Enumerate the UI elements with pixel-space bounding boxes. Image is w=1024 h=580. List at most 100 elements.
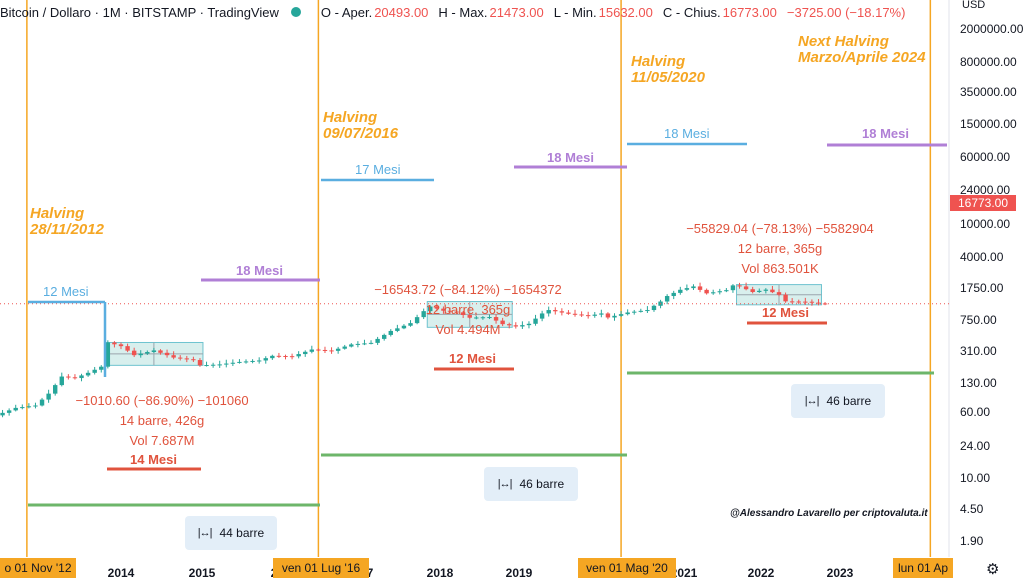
candle-body xyxy=(368,342,374,344)
bar-count-box-2[interactable]: |↔| 46 barre xyxy=(484,467,578,501)
candle-body xyxy=(39,399,45,406)
candle-body xyxy=(585,315,591,317)
candle-body xyxy=(599,313,604,315)
candle-body xyxy=(224,363,229,365)
candle-body xyxy=(125,346,130,351)
pre-halving-months-1: 12 Mesi xyxy=(43,284,89,299)
candle-body xyxy=(388,330,393,335)
bear-months-2: 12 Mesi xyxy=(449,351,496,366)
candle-body xyxy=(158,350,163,353)
drawdown-stats-3: −55829.04 (−78.13%) −5582904 12 barre, 36… xyxy=(686,221,874,276)
candle-body xyxy=(20,407,25,409)
candle-body xyxy=(210,364,216,366)
candle-body xyxy=(164,352,170,356)
candle-body xyxy=(803,301,808,303)
x-tick: 2014 xyxy=(107,566,135,580)
candle-body xyxy=(671,292,676,297)
x-crosshair-tag: lun 01 Ap xyxy=(893,558,953,578)
candle-body xyxy=(118,344,124,347)
y-tick: 130.00 xyxy=(960,376,997,390)
candle-body xyxy=(783,294,788,302)
candle-body xyxy=(151,350,157,352)
candle-body xyxy=(447,310,453,312)
currency-label[interactable]: USD xyxy=(962,0,986,11)
candle-body xyxy=(99,366,104,370)
candle-body xyxy=(401,325,407,329)
candle-body xyxy=(441,308,446,311)
low-label: L - Min. xyxy=(553,4,597,20)
candle-body xyxy=(395,328,400,331)
candle-body xyxy=(474,317,479,319)
candle-body xyxy=(408,323,413,326)
candle-body xyxy=(13,407,18,411)
candle-body xyxy=(355,343,361,345)
candle-body xyxy=(204,365,209,367)
pre-halving-months-3: 18 Mesi xyxy=(664,126,710,141)
candle-body xyxy=(230,362,236,364)
candle-body xyxy=(651,305,657,311)
range-arrows-icon: |↔| xyxy=(197,527,213,539)
candle-body xyxy=(362,343,367,345)
candle-body xyxy=(105,342,111,367)
y-tick: 24000.00 xyxy=(960,183,1011,197)
candle-body xyxy=(145,351,150,354)
pre-halving-months-2: 17 Mesi xyxy=(355,162,401,177)
candle-body xyxy=(770,289,775,293)
candle-body xyxy=(309,349,315,352)
settings-gear-icon[interactable]: ⚙ xyxy=(986,561,1000,578)
candle-body xyxy=(691,286,696,289)
open-label: O - Aper. xyxy=(320,4,373,20)
candle-body xyxy=(26,406,32,408)
bar-count-box-3[interactable]: |↔| 46 barre xyxy=(791,384,885,418)
candle-body xyxy=(533,318,538,324)
close-value: 16773.00 xyxy=(722,4,777,20)
author-credit: @Alessandro Lavarello per criptovaluta.i… xyxy=(730,508,928,519)
y-tick: 350000.00 xyxy=(960,85,1017,99)
candle-body xyxy=(467,315,472,318)
candle-body xyxy=(612,315,617,318)
halving-label-2020: Halving 11/05/2020 xyxy=(631,53,705,86)
drawdown-stats-2: −16543.72 (−84.12%) −1654372 12 barre, 36… xyxy=(374,282,562,337)
y-tick: 2000000.00 xyxy=(960,22,1024,36)
candle-body xyxy=(454,311,459,313)
candle-body xyxy=(434,306,440,309)
candle-body xyxy=(237,361,242,363)
candle-body xyxy=(743,286,749,290)
candle-body xyxy=(414,317,420,324)
y-tick: 4000.00 xyxy=(960,250,1004,264)
open-value: 20493.00 xyxy=(374,4,429,20)
y-tick: 310.00 xyxy=(960,344,997,358)
candle-body xyxy=(46,393,51,400)
candle-body xyxy=(480,317,486,319)
high-value: 21473.00 xyxy=(489,4,544,20)
candle-body xyxy=(0,412,5,416)
candle-body xyxy=(72,377,78,379)
range-arrows-icon: |↔| xyxy=(804,395,820,407)
candle-body xyxy=(256,360,262,362)
candle-body xyxy=(559,311,565,313)
y-tick: 60.00 xyxy=(960,405,991,419)
bar-count-box-1[interactable]: |↔| 44 barre xyxy=(185,516,277,550)
y-tick: 24.00 xyxy=(960,439,991,453)
range-arrows-icon: |↔| xyxy=(497,478,513,490)
candle-body xyxy=(605,313,611,318)
y-tick: 1.90 xyxy=(960,534,984,548)
candle-body xyxy=(539,313,545,319)
candle-body xyxy=(697,286,703,290)
bear-months-3: 12 Mesi xyxy=(762,305,809,320)
candle-body xyxy=(546,310,551,314)
candle-body xyxy=(487,317,492,319)
candle-body xyxy=(66,376,71,378)
candle-body xyxy=(335,348,341,351)
candle-body xyxy=(763,289,769,291)
candle-body xyxy=(520,325,525,327)
bear-months-1: 14 Mesi xyxy=(130,452,177,467)
drawdown-stats-1: −1010.60 (−86.90%) −101060 14 barre, 426g… xyxy=(75,393,249,448)
candle-body xyxy=(500,320,505,325)
candle-body xyxy=(329,350,334,352)
close-label: C - Chius. xyxy=(662,4,721,20)
y-tick: 10.00 xyxy=(960,471,991,485)
candle-body xyxy=(704,289,709,294)
candle-body xyxy=(526,323,532,326)
